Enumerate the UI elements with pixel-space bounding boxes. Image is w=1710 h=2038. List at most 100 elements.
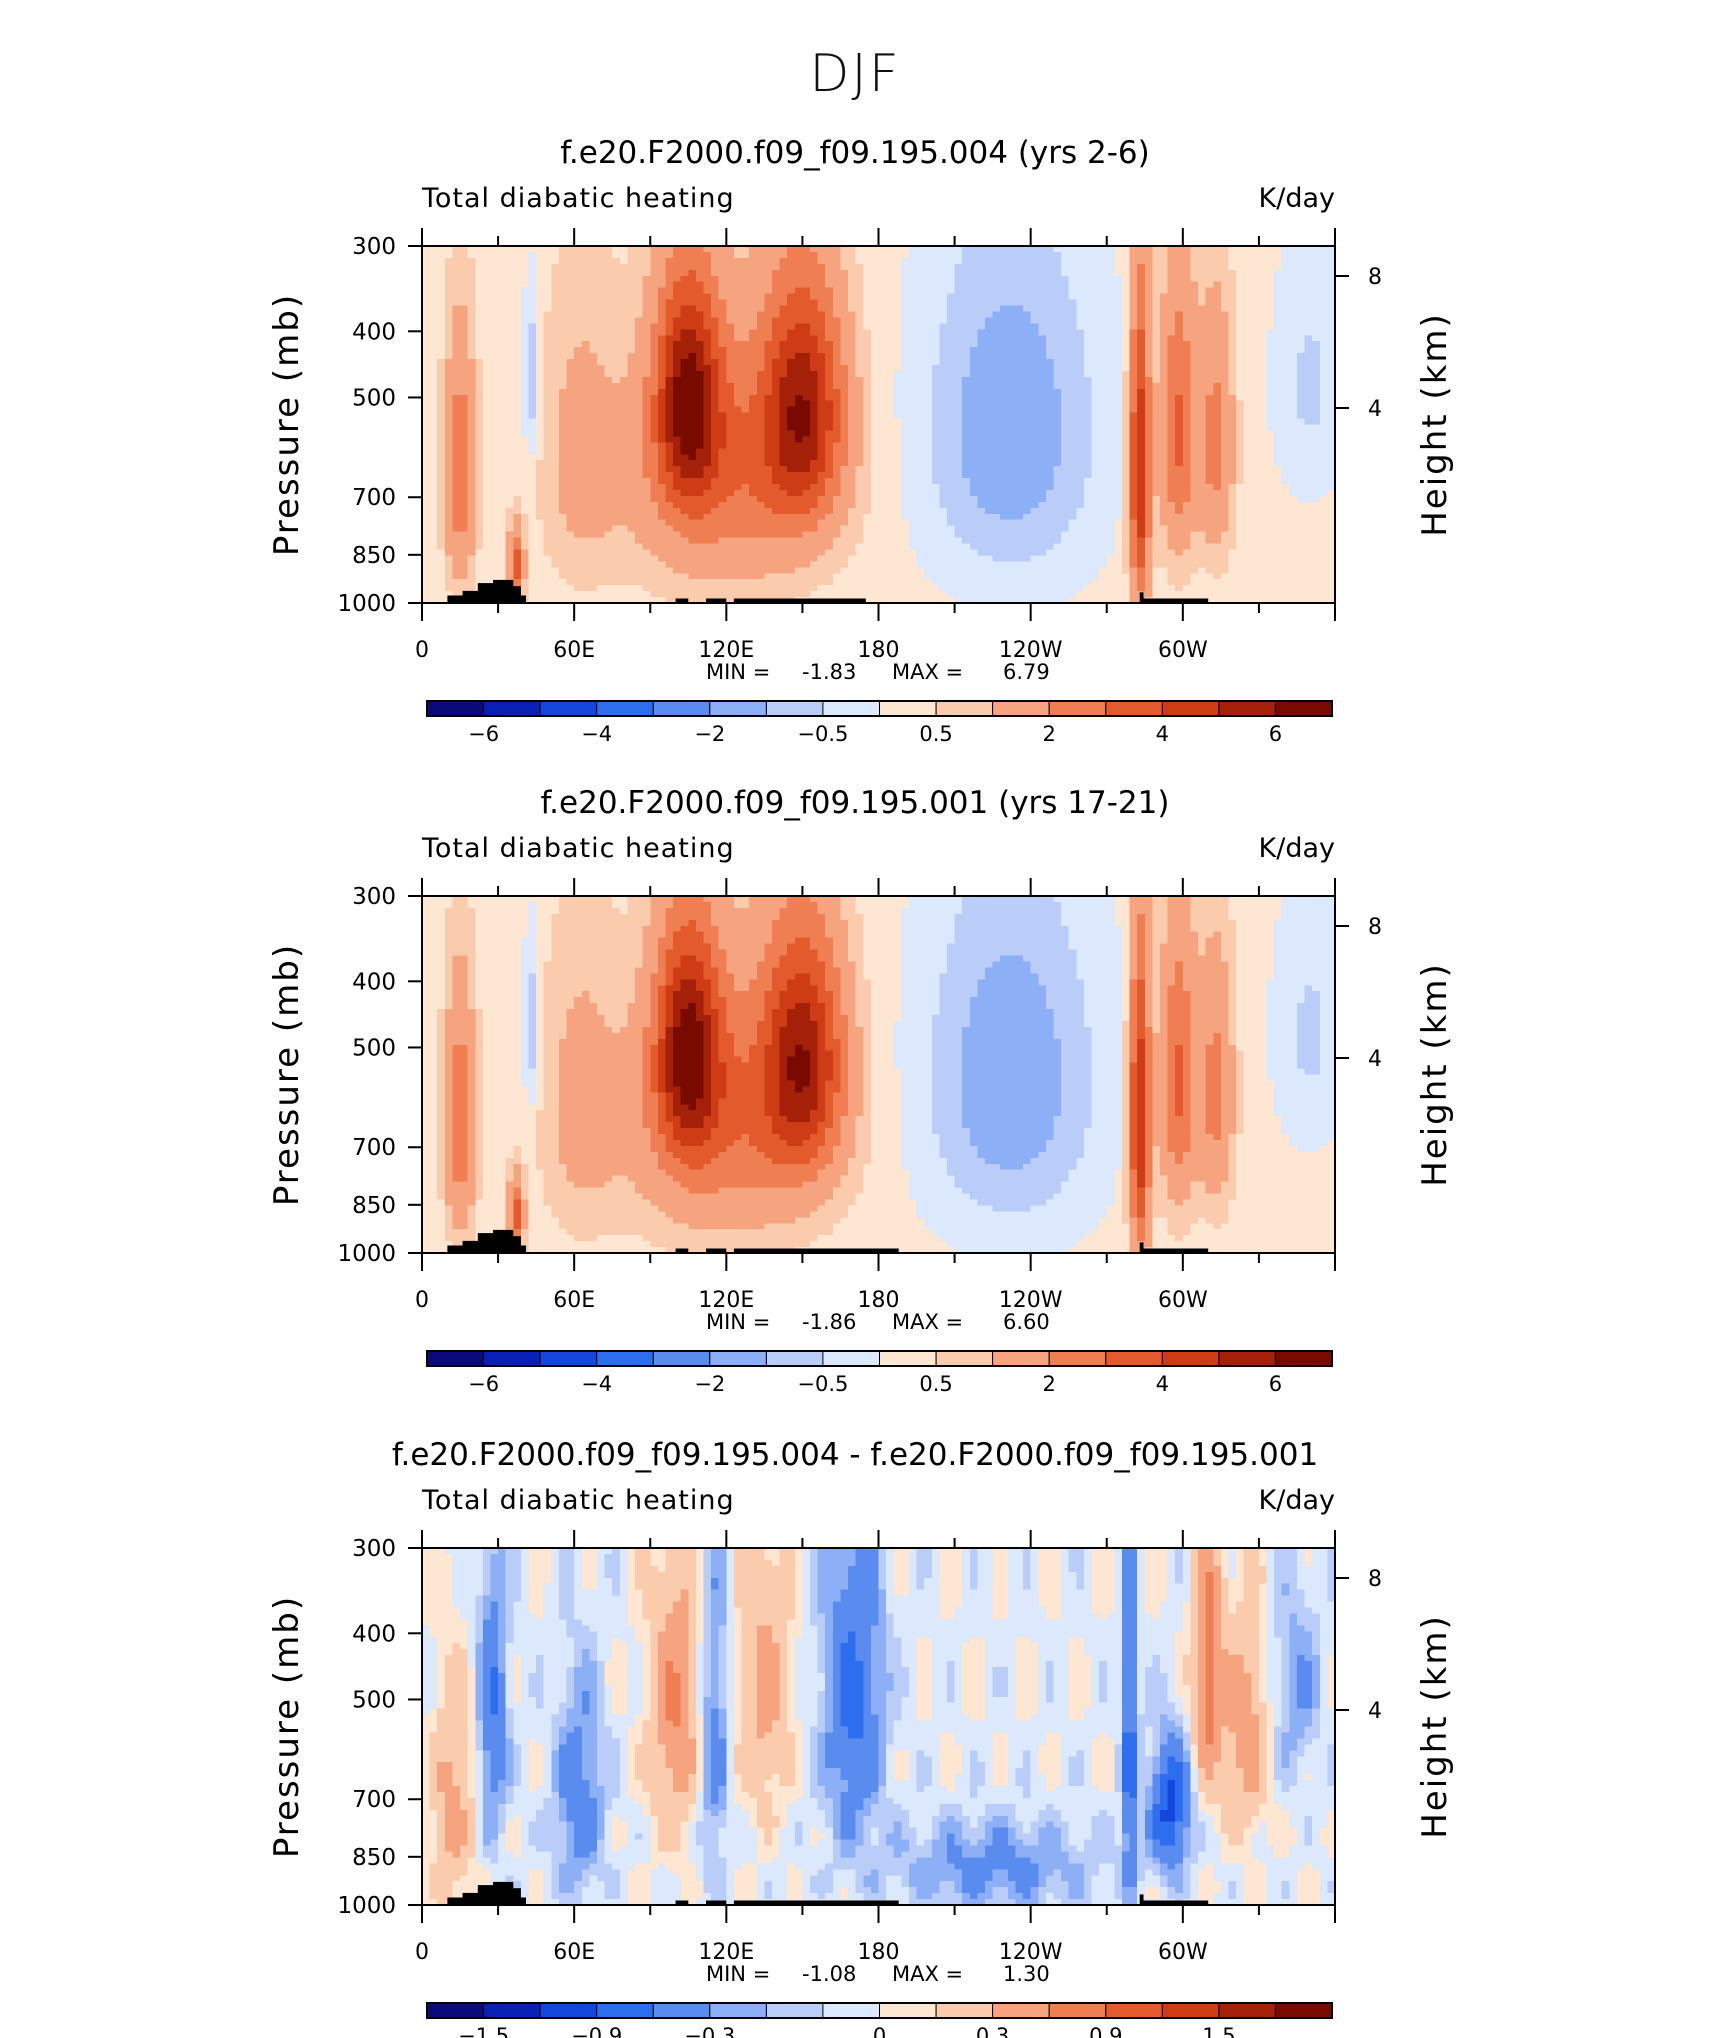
x-tick-label: 120W: [999, 1288, 1063, 1313]
y-axis-label: Pressure (mb): [267, 293, 307, 556]
colorbar-segment: [652, 1350, 711, 1367]
x-tick-label: 120W: [999, 1940, 1063, 1965]
colorbar-segment: [992, 700, 1050, 717]
colorbar-segment: [1048, 700, 1107, 717]
variable-label: Total diabatic heating: [421, 1485, 735, 1516]
colorbar-segment: [1218, 2002, 1277, 2019]
colorbar-segment: [426, 700, 485, 717]
right-tick-label: 8: [1368, 1567, 1382, 1592]
right-axis-label: Height (km): [1415, 1614, 1455, 1839]
field: [422, 1548, 1336, 1906]
panel-title: f.e20.F2000.f09_f09.195.001 (yrs 17-21): [541, 785, 1170, 821]
topography: [447, 579, 1209, 603]
y-axis-label: Pressure (mb): [267, 1595, 307, 1858]
x-tick-label: 0: [415, 638, 429, 663]
colorbar-segment: [935, 700, 994, 717]
y-tick-label: 400: [352, 969, 396, 995]
land-mask: [1142, 598, 1209, 603]
colorbar-segment: [822, 2002, 881, 2019]
colorbar-segment: [596, 2002, 654, 2019]
y-tick-label: 300: [352, 884, 396, 910]
colorbar-tick-label: 2: [1043, 722, 1056, 746]
right-tick-label: 4: [1368, 397, 1382, 422]
colorbar-segment: [822, 700, 881, 717]
max-value: 1.30: [1003, 1962, 1050, 1986]
units-label: K/day: [1259, 183, 1335, 214]
right-tick-label: 8: [1368, 915, 1382, 940]
x-tick-label: 60E: [553, 1288, 595, 1313]
colorbar-segment: [1161, 2002, 1220, 2019]
x-tick-label: 180: [858, 638, 900, 663]
land-mask: [1139, 1242, 1144, 1253]
colorbar-segment: [1218, 1350, 1277, 1367]
x-tick-label: 0: [415, 1940, 429, 1965]
panel-1: f.e20.F2000.f09_f09.195.004 (yrs 2-6) Tot…: [267, 135, 1455, 746]
colorbar-segment: [935, 1350, 994, 1367]
colorbar-tick-label: 1.5: [1202, 2024, 1235, 2038]
colorbar-segment: [483, 700, 541, 717]
y-tick-label: 700: [352, 1787, 396, 1813]
colorbar-segment: [765, 1350, 824, 1367]
colorbar-segment: [483, 2002, 541, 2019]
colorbar-segment: [539, 2002, 598, 2019]
right-tick-label: 8: [1368, 265, 1382, 290]
colorbar-segment: [765, 700, 824, 717]
colorbar-tick-label: 0.5: [919, 722, 952, 746]
land-mask: [706, 598, 727, 603]
colorbar: −6 −4 −2 −0.5 0.5 2 4 6: [426, 1350, 1333, 1396]
colorbar-tick-label: −1.5: [458, 2024, 509, 2038]
colorbar-segment: [709, 1350, 767, 1367]
right-axis-label: Height (km): [1415, 962, 1455, 1187]
colorbar-segment: [1274, 700, 1333, 717]
colorbar-tick-label: 0.9: [1089, 2024, 1122, 2038]
colorbar-segment: [709, 2002, 767, 2019]
y-tick-label: 300: [352, 234, 396, 260]
colorbar-tick-label: −0.5: [797, 1372, 848, 1396]
land-mask: [733, 1248, 899, 1253]
land-mask: [518, 595, 526, 603]
colorbar-tick-label: −4: [581, 722, 612, 746]
units-label: K/day: [1259, 1485, 1335, 1516]
panels: f.e20.F2000.f09_f09.195.004 (yrs 2-6) Tot…: [267, 135, 1455, 2038]
land-mask: [706, 1900, 727, 1905]
field: [422, 896, 1336, 1254]
x-tick-label: 60W: [1158, 1288, 1208, 1313]
colorbar-tick-label: 4: [1156, 1372, 1169, 1396]
max-label: MAX =: [892, 660, 963, 684]
y-axis-label: Pressure (mb): [267, 943, 307, 1206]
colorbar-segment: [539, 700, 598, 717]
y-tick-label: 1000: [337, 1893, 396, 1919]
right-tick-label: 4: [1368, 1047, 1382, 1072]
y-tick-label: 1000: [337, 591, 396, 617]
y-tick-label: 500: [352, 385, 396, 411]
min-label: MIN =: [706, 1962, 770, 1986]
colorbar-frame: [426, 1350, 1333, 1367]
colorbar-segment: [992, 2002, 1050, 2019]
colorbar-segment: [596, 700, 654, 717]
land-mask: [1142, 1900, 1209, 1905]
min-value: -1.08: [802, 1962, 856, 1986]
colorbar-segment: [652, 700, 711, 717]
land-mask: [518, 1897, 526, 1905]
y-tick-label: 500: [352, 1035, 396, 1061]
colorbar: −1.5 −0.9 −0.3 0 0.3 0.9 1.5: [426, 2002, 1333, 2038]
colorbar-segment: [1274, 2002, 1333, 2019]
colorbar-segment: [765, 2002, 824, 2019]
land-mask: [505, 586, 521, 603]
x-tick-label: 60W: [1158, 638, 1208, 663]
x-tick-label: 60E: [553, 1940, 595, 1965]
colorbar-tick-label: −0.9: [571, 2024, 622, 2038]
colorbar-tick-label: −2: [694, 722, 725, 746]
max-label: MAX =: [892, 1310, 963, 1334]
figure-title: DJF: [0, 44, 1710, 104]
topography: [447, 1881, 1209, 1905]
colorbar-tick-label: 0: [873, 2024, 886, 2038]
colorbar-tick-label: −6: [468, 722, 499, 746]
y-tick-label: 500: [352, 1687, 396, 1713]
colorbar-tick-label: −0.5: [797, 722, 848, 746]
colorbar-segment: [1161, 1350, 1220, 1367]
colorbar-tick-label: −6: [468, 1372, 499, 1396]
colorbar-tick-label: 0.5: [919, 1372, 952, 1396]
land-mask: [1142, 1248, 1209, 1253]
land-mask: [733, 1900, 899, 1905]
